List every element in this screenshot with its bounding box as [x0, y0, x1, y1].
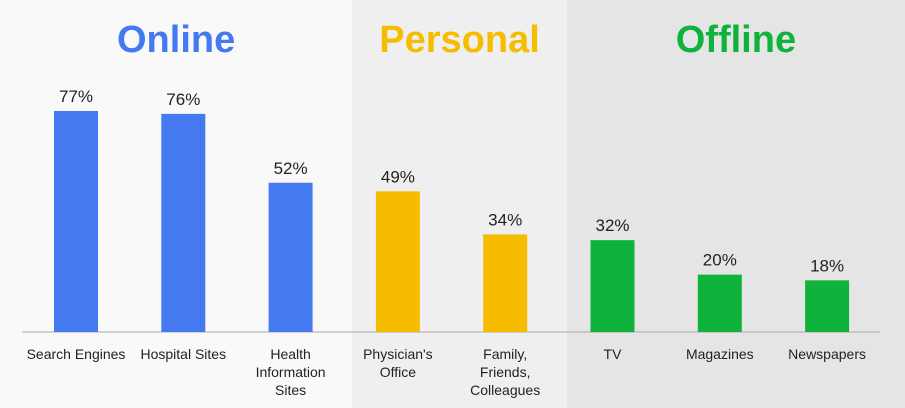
value-label: 34% [488, 210, 522, 229]
bar [268, 182, 313, 332]
category-label: Hospital Sites [140, 346, 227, 362]
value-label: 77% [59, 87, 93, 106]
bar [375, 191, 420, 332]
value-label: 18% [810, 256, 844, 275]
bar [161, 113, 206, 332]
bar [54, 111, 98, 332]
value-label: 52% [274, 159, 308, 178]
category-label: Family, Friends, Colleagues [470, 346, 541, 398]
category-label: Search Engines [26, 346, 126, 362]
category-label: Physician's Office [363, 346, 433, 380]
value-label: 76% [166, 90, 200, 109]
group-title: Personal [379, 19, 540, 61]
bar [697, 274, 742, 332]
value-label: 49% [381, 167, 415, 186]
bar [805, 280, 850, 332]
group-title: Online [117, 19, 235, 61]
bar [483, 234, 528, 332]
category-label: Magazines [685, 346, 754, 362]
value-label: 32% [595, 216, 629, 235]
category-label: Newspapers [788, 346, 866, 362]
category-label: TV [603, 346, 622, 362]
group-title: Offline [676, 19, 796, 61]
group-panel [566, 0, 905, 408]
category-label: Health Information Sites [255, 346, 326, 398]
bar [590, 240, 635, 332]
value-label: 20% [703, 251, 737, 270]
